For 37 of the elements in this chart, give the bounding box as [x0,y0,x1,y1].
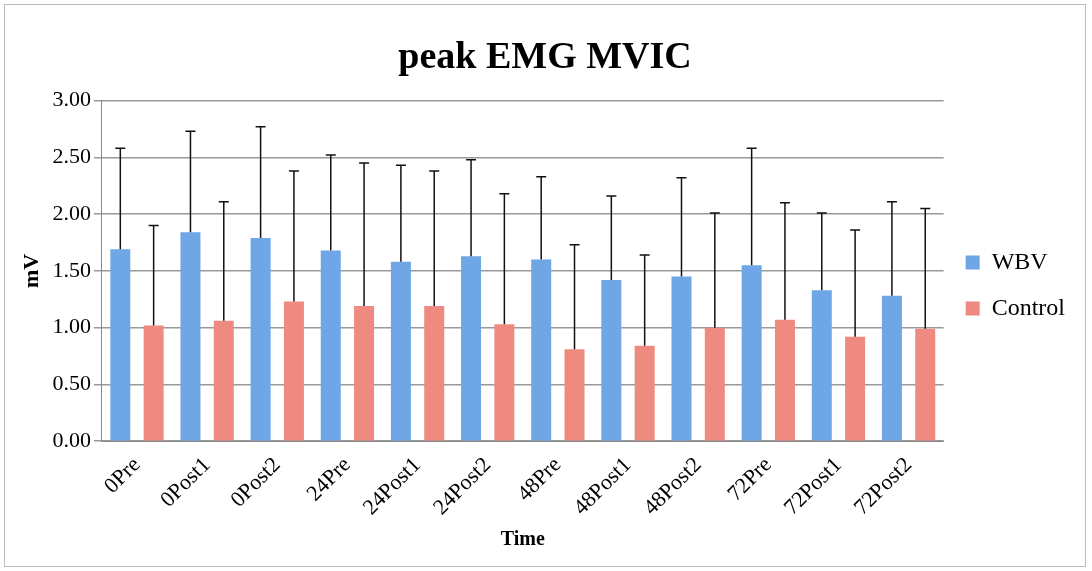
y-tick-label: 1.50 [52,256,91,282]
bar [283,301,304,441]
x-tick-label: 0Pre [98,451,145,498]
legend-label: Control [991,293,1066,320]
legend-label: WBV [991,247,1049,274]
bar [461,256,482,441]
bar [390,261,411,441]
bar [424,306,445,441]
bar [180,232,201,441]
bar [704,327,725,441]
bar [143,325,164,441]
bar [531,259,552,441]
bar [811,290,832,441]
bar [601,279,622,441]
bar [634,345,655,441]
y-axis-title: mV [17,253,43,289]
bar [320,250,341,441]
bar [671,276,692,441]
bar [845,336,866,441]
bar [774,319,795,441]
bar [494,324,515,441]
bar [213,320,234,441]
y-tick-label: 1.00 [52,313,91,339]
y-tick-label: 2.50 [52,143,91,169]
bar [564,349,585,441]
bar [881,295,902,441]
y-tick-label: 0.50 [52,370,91,396]
y-tick-label: 0.00 [52,426,91,452]
bar [741,265,762,441]
chart-title: peak EMG MVIC [398,33,692,76]
bar [354,306,375,441]
y-tick-label: 2.00 [52,199,91,225]
y-tick-label: 3.00 [52,86,91,112]
bar [110,249,131,441]
bar [915,328,936,441]
bar [250,237,271,441]
x-axis-title: Time [500,527,545,550]
